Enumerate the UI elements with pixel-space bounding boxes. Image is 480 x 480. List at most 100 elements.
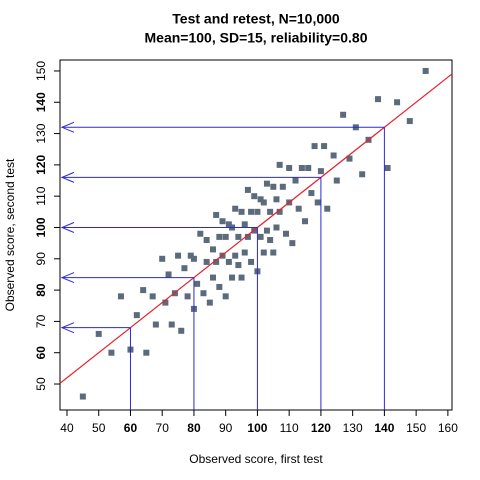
point xyxy=(317,168,324,175)
point xyxy=(229,274,236,281)
point xyxy=(308,190,315,197)
x-tick-label: 50 xyxy=(92,421,106,435)
point xyxy=(257,233,264,240)
point xyxy=(276,208,283,215)
x-tick-label: 60 xyxy=(124,421,138,435)
point xyxy=(143,349,150,356)
point xyxy=(194,280,201,287)
point xyxy=(248,208,255,215)
y-axis-label: Observed score, second test xyxy=(3,158,17,311)
point xyxy=(79,393,86,400)
point xyxy=(168,321,175,328)
point xyxy=(394,99,401,106)
chart-title: Test and retest, N=10,000 xyxy=(172,11,340,27)
point xyxy=(273,196,280,203)
point xyxy=(267,237,274,244)
point xyxy=(298,165,305,172)
x-tick-label: 100 xyxy=(247,421,267,435)
point xyxy=(238,208,245,215)
point xyxy=(209,246,216,253)
x-tick-label: 70 xyxy=(156,421,170,435)
y-tick-label: 60 xyxy=(34,346,48,360)
y-tick-label: 140 xyxy=(34,92,48,112)
point xyxy=(159,255,166,262)
y-tick-label: 50 xyxy=(34,377,48,391)
point xyxy=(117,293,124,300)
point xyxy=(279,183,286,190)
x-tick-label: 160 xyxy=(438,421,458,435)
point xyxy=(254,208,261,215)
point xyxy=(260,249,267,256)
point xyxy=(197,230,204,237)
x-tick-label: 140 xyxy=(374,421,394,435)
point xyxy=(203,237,210,244)
y-tick-label: 150 xyxy=(34,61,48,81)
point xyxy=(219,218,226,225)
point xyxy=(273,224,280,231)
point xyxy=(251,193,258,200)
point xyxy=(340,111,347,118)
point xyxy=(108,349,115,356)
x-tick-label: 80 xyxy=(187,421,201,435)
reference-line xyxy=(59,73,453,384)
point xyxy=(235,233,242,240)
point xyxy=(241,249,248,256)
point xyxy=(190,255,197,262)
point xyxy=(333,177,340,184)
y-tick-label: 120 xyxy=(34,155,48,175)
point xyxy=(263,227,270,234)
point xyxy=(270,183,277,190)
arrow-head xyxy=(60,171,75,183)
point xyxy=(222,293,229,300)
x-tick-label: 40 xyxy=(60,421,74,435)
point xyxy=(346,155,353,162)
point xyxy=(314,199,321,206)
point xyxy=(149,293,156,300)
point xyxy=(267,208,274,215)
point xyxy=(165,271,172,278)
point xyxy=(324,205,331,212)
point xyxy=(263,180,270,187)
point xyxy=(248,258,255,265)
point xyxy=(216,233,223,240)
point xyxy=(184,293,191,300)
point xyxy=(235,262,242,269)
point xyxy=(422,67,429,74)
point xyxy=(232,205,239,212)
point xyxy=(133,312,140,319)
point xyxy=(209,274,216,281)
point xyxy=(282,230,289,237)
point xyxy=(321,143,328,150)
point xyxy=(359,171,366,178)
point xyxy=(406,118,413,125)
point xyxy=(384,165,391,172)
point xyxy=(203,258,210,265)
point xyxy=(244,186,251,193)
x-tick-label: 90 xyxy=(219,421,233,435)
point xyxy=(206,299,213,306)
point xyxy=(175,252,182,259)
point xyxy=(302,218,309,225)
x-tick-label: 150 xyxy=(406,421,426,435)
plot-frame xyxy=(59,59,453,411)
point xyxy=(260,199,267,206)
point xyxy=(216,283,223,290)
point xyxy=(200,290,207,297)
point xyxy=(178,327,185,334)
point xyxy=(238,274,245,281)
point xyxy=(140,287,147,294)
point xyxy=(286,165,293,172)
point xyxy=(375,96,382,103)
y-tick-label: 90 xyxy=(34,252,48,266)
point xyxy=(213,211,220,218)
point xyxy=(152,321,159,328)
point xyxy=(289,240,296,247)
point xyxy=(311,143,318,150)
point xyxy=(162,299,169,306)
point xyxy=(225,258,232,265)
point xyxy=(241,221,248,228)
x-tick-label: 110 xyxy=(280,421,299,435)
x-tick-label: 130 xyxy=(343,421,363,435)
point xyxy=(292,177,299,184)
